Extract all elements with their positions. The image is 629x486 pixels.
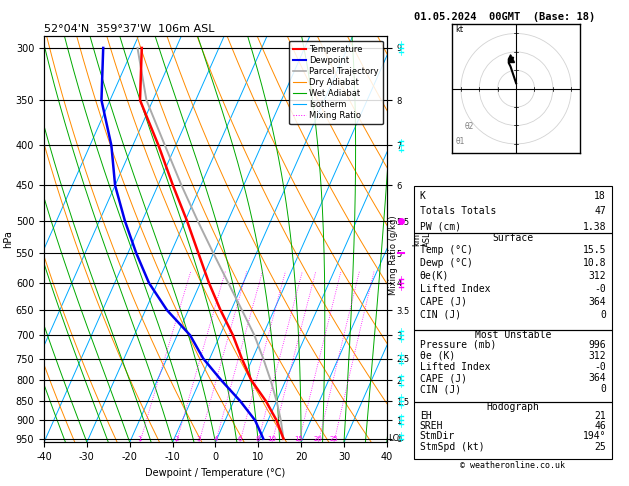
Text: 194°: 194° bbox=[582, 431, 606, 441]
Text: Mixing Ratio (g/kg): Mixing Ratio (g/kg) bbox=[389, 215, 398, 295]
Text: 0: 0 bbox=[600, 384, 606, 394]
Text: 312: 312 bbox=[589, 351, 606, 361]
Text: θ1: θ1 bbox=[455, 137, 465, 146]
Text: 25: 25 bbox=[330, 436, 338, 442]
Text: 01.05.2024  00GMT  (Base: 18): 01.05.2024 00GMT (Base: 18) bbox=[414, 12, 595, 22]
Text: 18: 18 bbox=[594, 191, 606, 201]
Text: 312: 312 bbox=[589, 271, 606, 281]
Text: 3: 3 bbox=[197, 436, 201, 442]
Text: 10.8: 10.8 bbox=[582, 258, 606, 268]
Text: 8: 8 bbox=[255, 436, 260, 442]
Legend: Temperature, Dewpoint, Parcel Trajectory, Dry Adiabat, Wet Adiabat, Isotherm, Mi: Temperature, Dewpoint, Parcel Trajectory… bbox=[289, 41, 382, 124]
Text: 6: 6 bbox=[238, 436, 242, 442]
Text: Surface: Surface bbox=[493, 233, 533, 243]
Text: CIN (J): CIN (J) bbox=[420, 310, 461, 320]
Bar bbox=[414, 186, 612, 233]
Text: 15.5: 15.5 bbox=[582, 245, 606, 255]
Bar bbox=[414, 402, 612, 459]
Text: -0: -0 bbox=[594, 362, 606, 372]
Text: θe(K): θe(K) bbox=[420, 271, 449, 281]
Text: PW (cm): PW (cm) bbox=[420, 222, 461, 232]
Text: EH: EH bbox=[420, 411, 431, 421]
Text: CAPE (J): CAPE (J) bbox=[420, 297, 467, 307]
Text: 364: 364 bbox=[589, 297, 606, 307]
Bar bbox=[414, 233, 612, 330]
Text: Totals Totals: Totals Totals bbox=[420, 206, 496, 216]
Text: kt: kt bbox=[455, 25, 464, 34]
Text: Temp (°C): Temp (°C) bbox=[420, 245, 473, 255]
Text: -0: -0 bbox=[594, 284, 606, 294]
X-axis label: Dewpoint / Temperature (°C): Dewpoint / Temperature (°C) bbox=[145, 468, 286, 478]
Text: 52°04'N  359°37'W  106m ASL: 52°04'N 359°37'W 106m ASL bbox=[44, 24, 214, 35]
Text: © weatheronline.co.uk: © weatheronline.co.uk bbox=[460, 461, 565, 469]
Text: 21: 21 bbox=[594, 411, 606, 421]
Text: 2: 2 bbox=[174, 436, 179, 442]
Text: K: K bbox=[420, 191, 426, 201]
Text: 20: 20 bbox=[314, 436, 323, 442]
Text: θe (K): θe (K) bbox=[420, 351, 455, 361]
Text: Lifted Index: Lifted Index bbox=[420, 362, 491, 372]
Text: 15: 15 bbox=[294, 436, 303, 442]
Bar bbox=[414, 330, 612, 402]
Text: Lifted Index: Lifted Index bbox=[420, 284, 491, 294]
Text: CAPE (J): CAPE (J) bbox=[420, 373, 467, 383]
Text: 46: 46 bbox=[594, 421, 606, 431]
Text: 25: 25 bbox=[594, 442, 606, 451]
Text: 47: 47 bbox=[594, 206, 606, 216]
Text: SREH: SREH bbox=[420, 421, 443, 431]
Text: 4: 4 bbox=[213, 436, 218, 442]
Text: 1: 1 bbox=[138, 436, 142, 442]
Text: Most Unstable: Most Unstable bbox=[475, 330, 551, 340]
Text: Pressure (mb): Pressure (mb) bbox=[420, 340, 496, 350]
Text: Dewp (°C): Dewp (°C) bbox=[420, 258, 473, 268]
Text: 0: 0 bbox=[600, 310, 606, 320]
Text: Hodograph: Hodograph bbox=[486, 401, 540, 412]
Text: 364: 364 bbox=[589, 373, 606, 383]
Text: StmDir: StmDir bbox=[420, 431, 455, 441]
Text: LCL: LCL bbox=[388, 434, 403, 443]
Text: 10: 10 bbox=[267, 436, 277, 442]
Text: CIN (J): CIN (J) bbox=[420, 384, 461, 394]
Y-axis label: hPa: hPa bbox=[3, 230, 13, 248]
Y-axis label: km
ASL: km ASL bbox=[413, 231, 432, 247]
Text: θ2: θ2 bbox=[465, 122, 474, 131]
Text: 1.38: 1.38 bbox=[582, 222, 606, 232]
Text: 996: 996 bbox=[589, 340, 606, 350]
Text: StmSpd (kt): StmSpd (kt) bbox=[420, 442, 484, 451]
